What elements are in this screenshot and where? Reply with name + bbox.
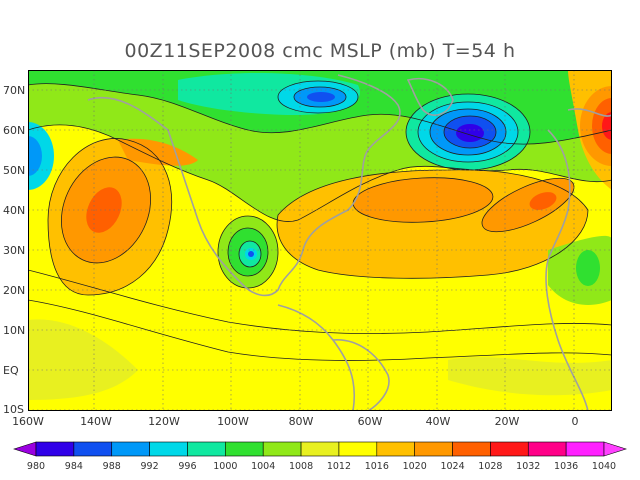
lon-label: 40W (426, 415, 451, 428)
colorbar-segment (225, 441, 264, 457)
colorbar-label: 1032 (516, 461, 540, 472)
grid (28, 70, 612, 411)
lat-label: 10N (3, 324, 25, 337)
colorbar-arrow-high (603, 441, 627, 457)
lat-label: 60N (3, 124, 25, 137)
lat-label: 50N (3, 164, 25, 177)
lon-label: 140W (80, 415, 112, 428)
lon-label: 0 (572, 415, 579, 428)
colorbar-label: 988 (103, 461, 121, 472)
coastlines (87, 74, 612, 411)
colorbar-label: 1036 (554, 461, 578, 472)
colorbar-label: 1020 (403, 461, 427, 472)
map-frame (28, 70, 612, 411)
colorbar-segment (300, 441, 340, 457)
colorbar-label: 996 (178, 461, 196, 472)
colorbar-segment (111, 441, 150, 457)
colorbar-segment (338, 441, 378, 457)
lat-label: 20N (3, 284, 25, 297)
colorbar-label: 1040 (592, 461, 616, 472)
colorbar-label: 1016 (365, 461, 389, 472)
lat-labels: 70N 60N 50N 40N 30N 20N 10N EQ 10S (3, 84, 25, 416)
lat-label: 70N (3, 84, 25, 97)
colorbar-segment (149, 441, 188, 457)
colorbar-segment (262, 441, 302, 457)
lon-label: 100W (217, 415, 249, 428)
colorbar-segment (187, 441, 226, 457)
colorbar-segment (452, 441, 491, 457)
colorbar-label: 1024 (440, 461, 464, 472)
colorbar-label: 984 (65, 461, 83, 472)
lon-label: 120W (148, 415, 180, 428)
lon-label: 60W (358, 415, 383, 428)
colorbar: 980 984 988 992 996 1000 1004 1008 1012 1016 1020 1… (13, 441, 627, 472)
colorbar-label: 992 (141, 461, 159, 472)
colorbar-arrow-low (13, 441, 37, 457)
lat-label: 30N (3, 244, 25, 257)
colorbar-segment (565, 441, 605, 457)
colorbar-label: 1012 (327, 461, 351, 472)
lat-label: 10S (3, 403, 24, 416)
colorbar-segment (73, 441, 113, 457)
lat-label: 40N (3, 204, 25, 217)
lon-label: 80W (289, 415, 314, 428)
colorbar-label: 1028 (478, 461, 502, 472)
lon-label: 160W (12, 415, 44, 428)
colorbar-label: 1004 (251, 461, 275, 472)
mslp-map (28, 70, 612, 411)
mslp-field-svg (28, 70, 612, 411)
lon-label: 20W (495, 415, 520, 428)
colorbar-label: 1008 (289, 461, 313, 472)
map-title: 00Z11SEP2008 cmc MSLP (mb) T=54 h (124, 40, 516, 62)
colorbar-segment (376, 441, 415, 457)
colorbar-label: 980 (27, 461, 45, 472)
colorbar-label: 1000 (213, 461, 237, 472)
lon-labels: 160W 140W 120W 100W 80W 60W 40W 20W 0 (12, 415, 578, 428)
colorbar-segment (527, 441, 567, 457)
colorbar-segment (35, 441, 75, 457)
isobars (28, 80, 612, 361)
colorbar-segment (414, 441, 453, 457)
colorbar-segment (490, 441, 529, 457)
lat-label: EQ (3, 364, 19, 377)
